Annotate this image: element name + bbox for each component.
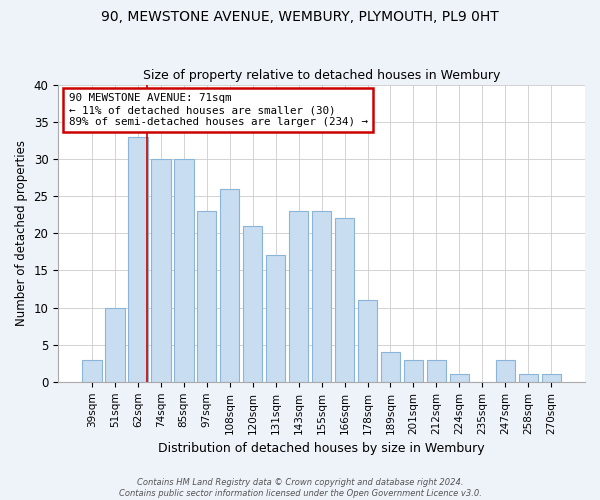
Bar	[335, 218, 355, 382]
Bar	[312, 211, 331, 382]
X-axis label: Distribution of detached houses by size in Wembury: Distribution of detached houses by size …	[158, 442, 485, 455]
Title: Size of property relative to detached houses in Wembury: Size of property relative to detached ho…	[143, 69, 500, 82]
Bar	[404, 360, 423, 382]
Bar	[174, 159, 194, 382]
Bar	[220, 188, 239, 382]
Text: 90 MEWSTONE AVENUE: 71sqm
← 11% of detached houses are smaller (30)
89% of semi-: 90 MEWSTONE AVENUE: 71sqm ← 11% of detac…	[68, 94, 368, 126]
Bar	[518, 374, 538, 382]
Bar	[289, 211, 308, 382]
Bar	[449, 374, 469, 382]
Bar	[496, 360, 515, 382]
Bar	[427, 360, 446, 382]
Bar	[151, 159, 170, 382]
Bar	[197, 211, 217, 382]
Y-axis label: Number of detached properties: Number of detached properties	[15, 140, 28, 326]
Bar	[105, 308, 125, 382]
Bar	[243, 226, 262, 382]
Text: 90, MEWSTONE AVENUE, WEMBURY, PLYMOUTH, PL9 0HT: 90, MEWSTONE AVENUE, WEMBURY, PLYMOUTH, …	[101, 10, 499, 24]
Text: Contains HM Land Registry data © Crown copyright and database right 2024.
Contai: Contains HM Land Registry data © Crown c…	[119, 478, 481, 498]
Bar	[381, 352, 400, 382]
Bar	[266, 256, 286, 382]
Bar	[128, 136, 148, 382]
Bar	[82, 360, 101, 382]
Bar	[542, 374, 561, 382]
Bar	[358, 300, 377, 382]
